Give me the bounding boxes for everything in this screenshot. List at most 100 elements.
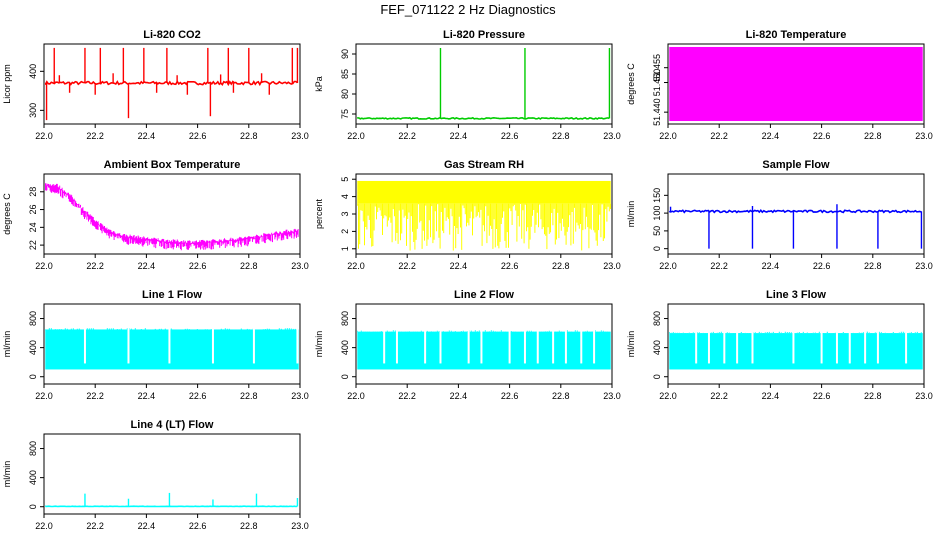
x-tick-label: 22.0 xyxy=(347,261,365,271)
y-tick-label: 5 xyxy=(340,177,350,182)
x-tick-label: 22.8 xyxy=(240,391,258,401)
series-gap xyxy=(736,331,738,363)
chart-title: Li-820 Temperature xyxy=(746,29,847,41)
x-tick-label: 23.0 xyxy=(603,131,621,141)
y-tick-label: 51.440 xyxy=(652,98,662,126)
x-tick-label: 22.4 xyxy=(138,521,156,531)
y-tick-label: 3 xyxy=(340,211,350,216)
x-tick-label: 22.8 xyxy=(864,131,882,141)
y-tick-label: 1 xyxy=(340,246,350,251)
x-tick-label: 22.2 xyxy=(710,391,728,401)
plot-frame xyxy=(668,174,924,254)
series-gap xyxy=(524,330,526,364)
x-tick-label: 23.0 xyxy=(291,391,309,401)
series-gap xyxy=(708,331,710,363)
x-tick-label: 23.0 xyxy=(915,261,933,271)
y-tick-label: 0 xyxy=(652,374,662,379)
y-axis-label: ml/min xyxy=(2,331,12,358)
series-gap xyxy=(751,331,753,363)
series-gap xyxy=(821,331,823,363)
series-gap xyxy=(864,331,866,363)
y-tick-label: 800 xyxy=(28,311,38,326)
series-line xyxy=(45,183,298,250)
y-tick-label: 85 xyxy=(340,69,350,79)
x-tick-label: 23.0 xyxy=(915,391,933,401)
x-tick-label: 22.6 xyxy=(813,261,831,271)
x-tick-label: 22.0 xyxy=(35,391,53,401)
y-tick-label: 400 xyxy=(28,470,38,485)
series-gap xyxy=(836,331,838,363)
series-band xyxy=(45,329,298,369)
x-tick-label: 22.8 xyxy=(864,391,882,401)
series-dips xyxy=(357,204,610,251)
y-tick-label: 400 xyxy=(28,64,38,79)
series-gap xyxy=(127,327,129,363)
series-area xyxy=(45,493,297,507)
series-line xyxy=(45,82,297,85)
x-tick-label: 22.6 xyxy=(189,391,207,401)
y-tick-label: 0 xyxy=(28,504,38,509)
x-tick-label: 22.0 xyxy=(347,391,365,401)
y-tick-label: 150 xyxy=(652,188,662,203)
series-gap xyxy=(580,330,582,364)
y-tick-label: 28 xyxy=(28,187,38,197)
x-tick-label: 22.6 xyxy=(501,391,519,401)
x-tick-label: 22.2 xyxy=(86,261,104,271)
series-area xyxy=(669,331,922,369)
x-tick-label: 22.4 xyxy=(762,391,780,401)
series-gap xyxy=(396,330,398,364)
y-tick-label: 400 xyxy=(340,340,350,355)
x-tick-label: 23.0 xyxy=(915,131,933,141)
series-area xyxy=(45,183,298,250)
x-tick-label: 22.6 xyxy=(813,391,831,401)
x-tick-label: 22.2 xyxy=(398,261,416,271)
x-tick-label: 22.8 xyxy=(552,391,570,401)
y-tick-label: 100 xyxy=(652,206,662,221)
x-tick-label: 22.2 xyxy=(710,131,728,141)
y-tick-label: 90 xyxy=(340,49,350,59)
x-tick-label: 22.8 xyxy=(552,261,570,271)
y-tick-label: 0 xyxy=(652,246,662,251)
x-tick-label: 22.0 xyxy=(35,521,53,531)
y-tick-label: 80 xyxy=(340,89,350,99)
series-area xyxy=(356,48,609,119)
y-axis-label: ml/min xyxy=(626,331,636,358)
x-tick-label: 22.2 xyxy=(86,521,104,531)
y-axis-label: kPa xyxy=(314,76,324,92)
x-tick-label: 22.4 xyxy=(762,261,780,271)
figure-title: FEF_071122 2 Hz Diagnostics xyxy=(0,2,936,17)
x-tick-label: 22.0 xyxy=(659,261,677,271)
series-area xyxy=(357,330,610,370)
x-tick-label: 22.8 xyxy=(864,261,882,271)
x-tick-label: 22.2 xyxy=(398,391,416,401)
plot-frame xyxy=(356,44,612,124)
y-tick-label: 400 xyxy=(28,340,38,355)
plot-frame xyxy=(44,434,300,514)
series-line xyxy=(669,210,921,212)
x-tick-label: 22.0 xyxy=(347,131,365,141)
y-tick-label: 4 xyxy=(340,194,350,199)
x-tick-label: 22.4 xyxy=(138,131,156,141)
y-axis-label: ml/min xyxy=(626,201,636,228)
y-tick-label: 0 xyxy=(340,374,350,379)
series-band xyxy=(357,332,610,370)
y-tick-label: 800 xyxy=(340,311,350,326)
y-tick-label: 75 xyxy=(340,109,350,119)
x-tick-label: 22.4 xyxy=(450,261,468,271)
x-tick-label: 22.6 xyxy=(189,131,207,141)
x-tick-label: 22.6 xyxy=(501,261,519,271)
series-gap xyxy=(593,330,595,364)
